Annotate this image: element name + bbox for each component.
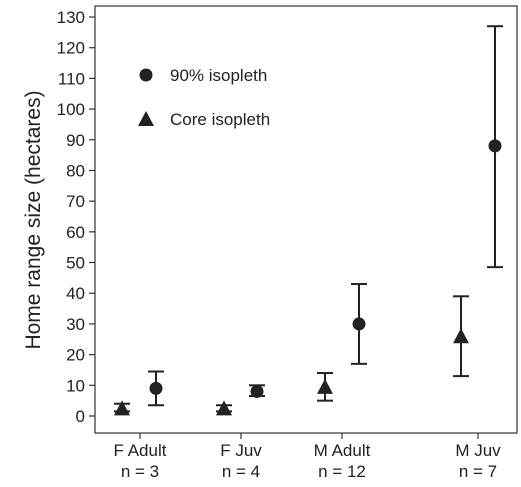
legend: 90% isopleth Core isopleth [138,66,270,129]
category-n-label: n = 3 [121,462,159,481]
y-axis-label: Home range size (hectares) [22,90,45,349]
category-label: F Adult [114,441,167,460]
legend-triangle-symbol [138,111,154,126]
category-label: M Juv [455,441,501,460]
y-tick-label: 120 [57,39,85,58]
y-tick-label: 40 [66,284,85,303]
y-axis-ticks: 0 10 20 30 40 50 60 70 80 90 100 110 120 130 [57,8,95,426]
y-tick-label: 70 [66,192,85,211]
legend-label: Core isopleth [170,110,270,129]
y-tick-label: 0 [76,407,85,426]
category-n-label: n = 12 [318,462,366,481]
category-n-label: n = 4 [222,462,260,481]
marker-90-isopleth [250,384,264,398]
category-label: F Juv [220,441,262,460]
category-n-label: n = 7 [459,462,497,481]
data-markers [114,139,502,416]
legend-circle-symbol [139,68,153,82]
marker-core-isopleth [317,378,333,394]
y-tick-label: 10 [66,376,85,395]
y-tick-label: 90 [66,131,85,150]
y-tick-label: 30 [66,315,85,334]
y-tick-label: 80 [66,161,85,180]
marker-core-isopleth [216,400,232,416]
legend-label: 90% isopleth [170,66,267,85]
y-tick-label: 20 [66,346,85,365]
y-tick-label: 130 [57,8,85,27]
category-label: M Adult [314,441,371,460]
y-tick-label: 60 [66,223,85,242]
y-tick-label: 100 [57,100,85,119]
x-axis-categories: F Adult n = 3 F Juv n = 4 M Adult n = 12 M Juv… [114,433,501,481]
plot-frame [94,5,518,434]
marker-core-isopleth [453,328,469,344]
marker-90-isopleth [352,317,366,331]
y-tick-label: 110 [58,69,85,88]
marker-90-isopleth [149,381,163,395]
marker-core-isopleth [114,400,130,416]
marker-90-isopleth [488,139,502,153]
y-tick-label: 50 [66,254,85,273]
